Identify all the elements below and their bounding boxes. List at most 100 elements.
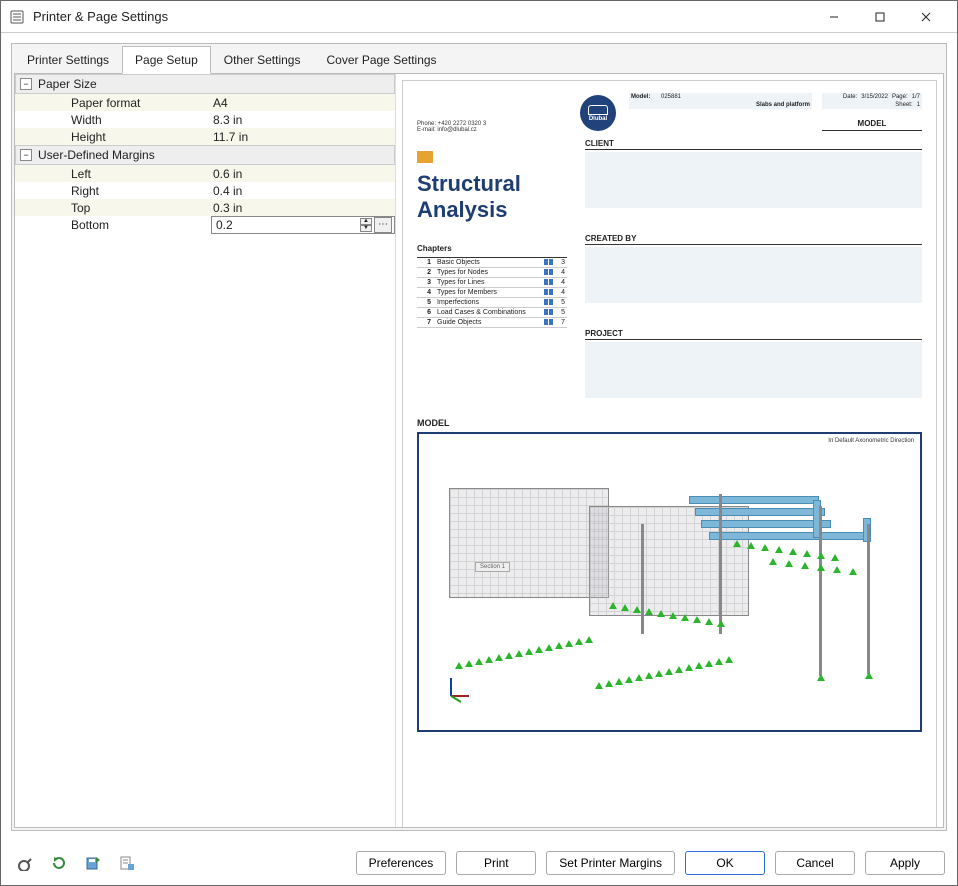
model-support [761,544,769,551]
model-support [789,548,797,555]
model-support [669,612,677,619]
property-row-left[interactable]: Left0.6 in [15,165,395,182]
property-row-right[interactable]: Right0.4 in [15,182,395,199]
company-logo: Dlubal [577,93,619,133]
model-support [769,558,777,565]
model-support [733,540,741,547]
property-row-bottom[interactable]: Bottom0.2▲▼⋯ [15,216,395,233]
model-column [719,494,722,634]
preview-page: Phone: +420 2272 0320 3 E-mail: info@dlu… [402,80,937,827]
preferences-button[interactable]: Preferences [356,851,447,875]
property-row-width[interactable]: Width8.3 in [15,111,395,128]
set-printer-margins-button[interactable]: Set Printer Margins [546,851,675,875]
model-support [505,652,513,659]
model-meta: Model:025881 Slabs and platform [629,93,812,133]
ok-button[interactable]: OK [685,851,765,875]
tab-page-setup[interactable]: Page Setup [122,46,211,74]
model-support [621,604,629,611]
model-support [665,668,673,675]
property-row-top[interactable]: Top0.3 in [15,199,395,216]
tab-cover-page-settings[interactable]: Cover Page Settings [313,46,449,74]
created-by-box [585,247,922,303]
browse-button[interactable]: ⋯ [374,217,392,233]
client-label: CLIENT [585,139,922,150]
dialog-body: Printer SettingsPage SetupOther Settings… [1,33,957,841]
model-beam [695,508,825,516]
model-support [585,636,593,643]
tab-content: −Paper SizePaper formatA4Width8.3 inHeig… [14,73,944,828]
chapters-heading: Chapters [417,244,567,253]
model-support [555,642,563,649]
model-slab [449,488,609,598]
model-support [633,606,641,613]
model-support [833,566,841,573]
model-support [715,658,723,665]
property-label: Top [71,201,211,215]
tree-section-user-defined-margins[interactable]: −User-Defined Margins [15,145,395,165]
close-button[interactable] [903,2,949,32]
model-support [849,568,857,575]
tree-section-paper-size[interactable]: −Paper Size [15,74,395,94]
model-support [657,610,665,617]
view-caption: In Default Axonometric Direction [828,438,914,444]
model-support [695,662,703,669]
model-support [725,656,733,663]
page-columns: Structural Analysis Chapters 1Basic Obje… [417,133,922,398]
model-support [465,660,473,667]
collapse-icon[interactable]: − [20,78,32,90]
property-row-height[interactable]: Height11.7 in [15,128,395,145]
model-view: In Default Axonometric Direction Section… [417,432,922,732]
client-box [585,152,922,208]
chapter-row: 3Types for Lines4 [417,278,567,288]
print-button[interactable]: Print [456,851,536,875]
minimize-button[interactable] [811,2,857,32]
tab-printer-settings[interactable]: Printer Settings [14,46,122,74]
inner-panel: Printer SettingsPage SetupOther Settings… [11,43,947,831]
model-support [801,562,809,569]
cancel-button[interactable]: Cancel [775,851,855,875]
model-support [831,554,839,561]
axis-icon [443,674,473,707]
reset-icon-button[interactable] [47,851,71,875]
maximize-button[interactable] [857,2,903,32]
model-section-title: MODEL [417,418,922,428]
section-title: Paper Size [38,77,97,91]
model-support [655,670,663,677]
titlebar: Printer & Page Settings [1,1,957,33]
model-column [641,524,644,634]
model-support [495,654,503,661]
model-support [685,664,693,671]
spinner-icon[interactable]: ▲▼ [360,218,372,232]
property-value-input[interactable]: 0.2 [214,218,360,232]
chapter-row: 1Basic Objects3 [417,258,567,268]
model-support [575,638,583,645]
property-value: 0.4 in [211,184,395,198]
collapse-icon[interactable]: − [20,149,32,161]
model-support [525,648,533,655]
chapters-list: 1Basic Objects32Types for Nodes43Types f… [417,257,567,328]
model-support [455,662,463,669]
tab-strip: Printer SettingsPage SetupOther Settings… [14,46,944,74]
project-box [585,342,922,398]
created-by-label: CREATED BY [585,234,922,245]
model-support [615,678,623,685]
property-label: Height [71,130,211,144]
model-support [475,658,483,665]
model-column [867,524,870,674]
load-default-icon-button[interactable] [115,851,139,875]
page-header: Phone: +420 2272 0320 3 E-mail: info@dlu… [417,93,922,133]
property-label: Width [71,113,211,127]
property-label: Bottom [71,218,211,232]
model-support [705,618,713,625]
help-icon-button[interactable] [13,851,37,875]
model-support [635,674,643,681]
apply-button[interactable]: Apply [865,851,945,875]
property-label: Paper format [71,96,211,110]
chapter-row: 5Imperfections5 [417,298,567,308]
property-row-paper-format[interactable]: Paper formatA4 [15,94,395,111]
model-section-tag: Section 1 [475,562,510,572]
save-default-icon-button[interactable] [81,851,105,875]
tab-other-settings[interactable]: Other Settings [211,46,314,74]
company-contact: Phone: +420 2272 0320 3 E-mail: info@dlu… [417,93,567,133]
chapter-row: 2Types for Nodes4 [417,268,567,278]
